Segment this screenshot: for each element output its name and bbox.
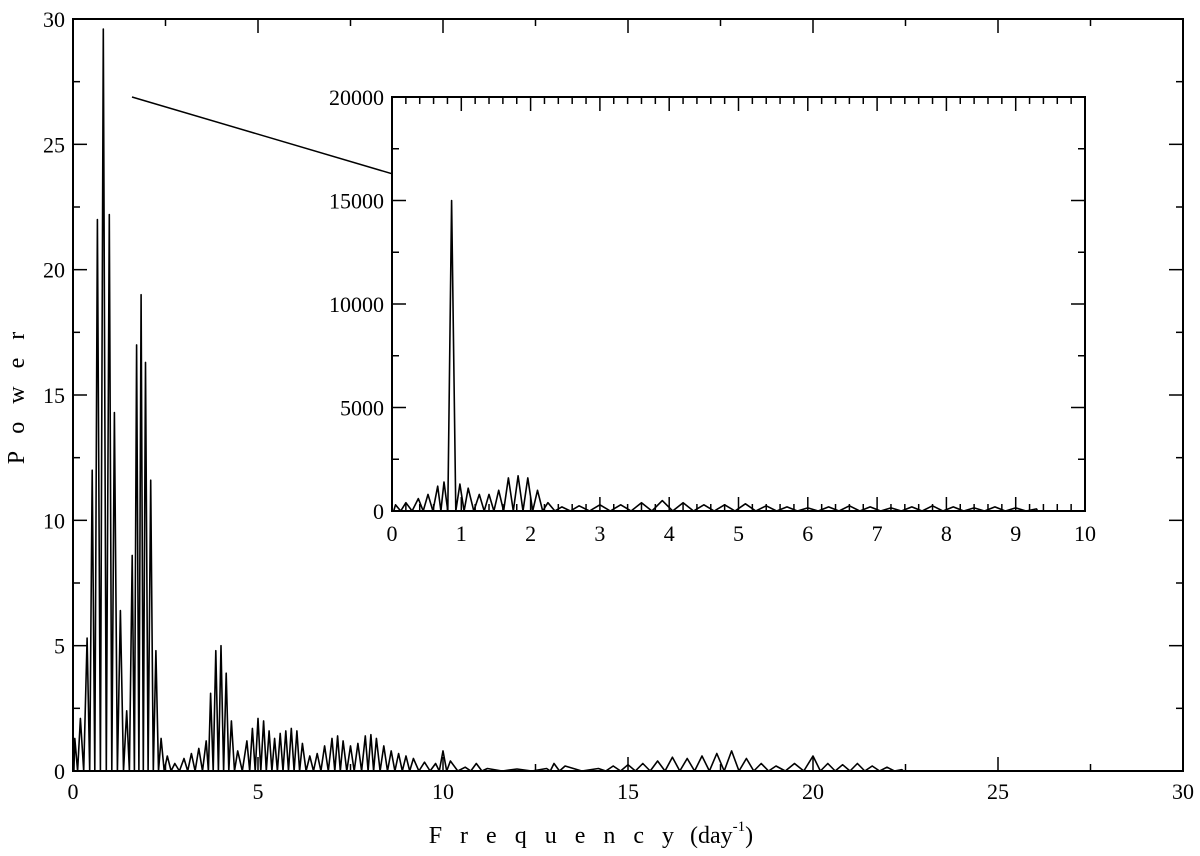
- y-tick-label: 0: [373, 499, 384, 524]
- y-tick-label: 20000: [329, 85, 384, 110]
- inset-plot: 0 1 2 3 4 5 6 7 8 9 10 0 5000 10000 15000 20000: [329, 85, 1096, 546]
- x-tick-label: 0: [387, 521, 398, 546]
- main-axis-ticks: [72, 18, 1184, 772]
- x-tick-label: 7: [872, 521, 883, 546]
- y-axis-title: P o w e r: [4, 326, 30, 464]
- x-axis-title-text: F r e q u e n c y: [429, 823, 680, 849]
- x-tick-label: 4: [664, 521, 675, 546]
- x-tick-label: 10: [1074, 521, 1096, 546]
- y-tick-label: 0: [54, 759, 65, 784]
- y-tick-label: 15: [43, 383, 65, 408]
- x-tick-label: 5: [253, 779, 264, 804]
- x-axis-title: F r e q u e n c y: [429, 823, 680, 849]
- inset-tick-labels: 0 1 2 3 4 5 6 7 8 9 10 0 5000 10000 15000 20000: [329, 85, 1096, 546]
- x-tick-label: 3: [594, 521, 605, 546]
- y-tick-label: 15000: [329, 189, 384, 214]
- x-tick-label: 5: [733, 521, 744, 546]
- inset-axis-ticks: [391, 96, 1086, 512]
- y-tick-label: 10: [43, 508, 65, 533]
- main-power-series: [73, 28, 905, 772]
- x-axis-unit: (day-1): [690, 819, 753, 849]
- x-tick-label: 25: [987, 779, 1009, 804]
- x-tick-label: 30: [1172, 779, 1194, 804]
- x-axis-unit-suffix: ): [745, 823, 753, 849]
- x-axis-unit-sup: -1: [733, 819, 746, 835]
- x-tick-label: 15: [617, 779, 639, 804]
- x-tick-label: 0: [68, 779, 79, 804]
- x-tick-label: 20: [802, 779, 824, 804]
- y-tick-label: 30: [43, 7, 65, 32]
- y-tick-label: 5000: [340, 396, 384, 421]
- x-tick-label: 8: [941, 521, 952, 546]
- y-tick-label: 10000: [329, 292, 384, 317]
- y-tick-label: 5: [54, 634, 65, 659]
- y-tick-label: 25: [43, 132, 65, 157]
- x-tick-label: 2: [525, 521, 536, 546]
- x-tick-label: 10: [432, 779, 454, 804]
- x-tick-label: 9: [1010, 521, 1021, 546]
- y-tick-label: 20: [43, 258, 65, 283]
- x-tick-label: 1: [456, 521, 467, 546]
- annotation-arrow: [131, 96, 420, 182]
- x-tick-label: 6: [802, 521, 813, 546]
- x-axis-unit-prefix: (day: [690, 823, 733, 849]
- inset-background: [392, 97, 1085, 511]
